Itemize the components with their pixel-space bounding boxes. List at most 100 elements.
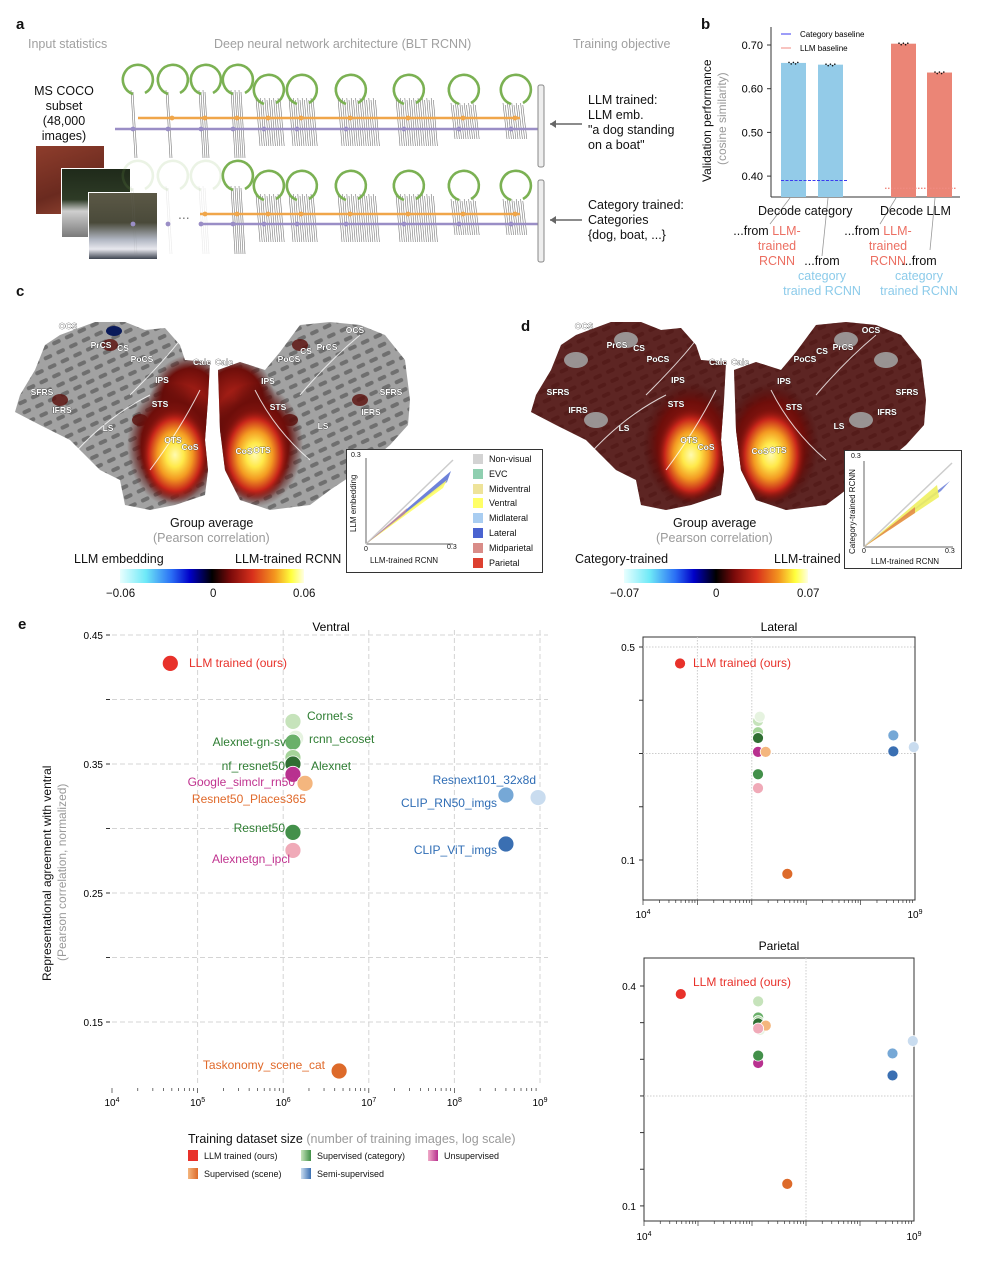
layer-plate <box>366 195 371 243</box>
xtick-label: 104 <box>104 1097 119 1109</box>
sulcus-label: IPS <box>777 376 791 386</box>
point-label: LLM trained (ours) <box>693 656 791 670</box>
recurrent-loop-icon <box>121 159 155 192</box>
b-group-decode-llm: Decode LLM <box>880 204 951 218</box>
layer-plate <box>457 200 462 236</box>
layer-plate <box>312 99 318 147</box>
layer-plate <box>461 104 467 140</box>
xtick-label: 107 <box>361 1097 376 1109</box>
annotation-prefix: ...from <box>844 224 880 238</box>
sulcus-label: OCS <box>575 321 594 331</box>
output-layer <box>537 84 545 168</box>
sulcus-label: OTS <box>253 445 271 455</box>
data-point <box>296 774 314 792</box>
d-subtitle: (Pearson correlation) <box>656 531 773 545</box>
bar-datapoint <box>794 63 797 65</box>
roi-label: Parietal <box>489 557 520 568</box>
annotation-source: trained <box>757 239 797 253</box>
layer-plate <box>310 193 316 243</box>
layer-plate <box>240 91 246 159</box>
c-activation-map <box>218 339 368 507</box>
point-label: Resnext101_32x8d <box>433 773 536 787</box>
e-xlabel: Training dataset size (number of trainin… <box>188 1132 515 1147</box>
legend-label: Semi-supervised <box>317 1168 385 1179</box>
c-cbar-tick: 0 <box>210 588 217 600</box>
bar-datapoint <box>936 72 938 75</box>
topdown-node <box>512 115 518 121</box>
topdown-node <box>347 211 353 217</box>
data-point <box>752 782 764 795</box>
point-label: Cornet-s <box>307 709 353 723</box>
b-ytick-label: 0.60 <box>742 84 763 96</box>
b-leader-line <box>879 197 897 225</box>
data-point <box>752 732 764 744</box>
sulcus-label: STS <box>152 399 169 409</box>
objective-line: {dog, boat, ...} <box>588 228 666 242</box>
xtick-label: 106 <box>276 1097 291 1109</box>
layer-plate <box>372 97 378 147</box>
layer-plate <box>234 89 240 159</box>
layer-plate <box>472 198 478 236</box>
layer-plate <box>275 99 281 147</box>
layer-plate <box>463 102 469 140</box>
layer-plate <box>430 193 436 243</box>
layer-plate <box>355 97 360 147</box>
b-group-decode-category: Decode category <box>758 204 853 218</box>
data-point <box>886 1069 899 1082</box>
recurrent-loop-icon <box>221 159 255 192</box>
layer-plate <box>452 200 458 236</box>
topdown-node <box>265 211 271 217</box>
layer-plate <box>452 104 458 140</box>
sulcus-line <box>665 389 717 471</box>
sulcus-label: OTS <box>164 435 182 445</box>
layer-plate <box>509 104 514 140</box>
data-point <box>752 1049 765 1062</box>
sulcus-label: CS <box>633 343 645 353</box>
legend-swatch <box>301 1168 311 1179</box>
layer-plate <box>200 187 206 255</box>
roi-legend-item: Midventral <box>473 483 531 494</box>
layer-plate <box>240 187 246 255</box>
layer-plate <box>306 97 311 147</box>
layer-plate <box>507 198 512 236</box>
roi-label: Ventral <box>489 498 518 509</box>
layer-plate <box>368 193 374 243</box>
activation-hotspot <box>656 407 726 503</box>
layer-plate <box>232 187 238 255</box>
layer-plate <box>339 195 345 243</box>
c-activation-map <box>52 339 210 507</box>
xtick-label: 109 <box>906 1231 921 1243</box>
sulcus-label: PrCS <box>607 340 628 350</box>
layer-plate <box>301 193 307 243</box>
layer-plate <box>257 99 263 147</box>
layer-plate <box>130 185 136 255</box>
point-label: rcnn_ecoset <box>309 732 375 746</box>
layer-plate <box>308 195 314 243</box>
sulcus-label: IPS <box>261 376 275 386</box>
sulcus-label: CoS <box>236 446 253 456</box>
layer-plate <box>422 193 427 243</box>
annotation-prefix: ...from <box>733 224 769 238</box>
header-architecture: Deep neural network architecture (BLT RC… <box>214 37 472 51</box>
xtick-base: 10 <box>361 1098 373 1109</box>
layer-plate <box>288 193 294 243</box>
layer-plate <box>264 97 270 147</box>
legend-swatch <box>301 1150 311 1161</box>
topdown-node <box>202 115 208 121</box>
xtick-label: 104 <box>636 1231 651 1243</box>
b-leader-line <box>821 197 829 257</box>
inset-ytick-max: 0.3 <box>351 452 361 459</box>
bottomup-node <box>165 221 171 227</box>
sulcus-label: PoCS <box>794 354 817 364</box>
layer-plate <box>474 104 480 140</box>
roi-legend-item: Midlateral <box>473 513 528 524</box>
layer-plate <box>417 97 423 147</box>
recurrent-loop-icon <box>285 73 319 106</box>
sulcus-label: OTS <box>769 445 787 455</box>
ytick-label: 0.1 <box>622 1202 636 1213</box>
layer-plate <box>297 97 303 147</box>
layer-plate <box>337 97 343 147</box>
chart-title: Lateral <box>761 620 798 634</box>
d-cbar-right-label: LLM-trained <box>774 552 841 566</box>
legend-swatch <box>428 1150 438 1161</box>
